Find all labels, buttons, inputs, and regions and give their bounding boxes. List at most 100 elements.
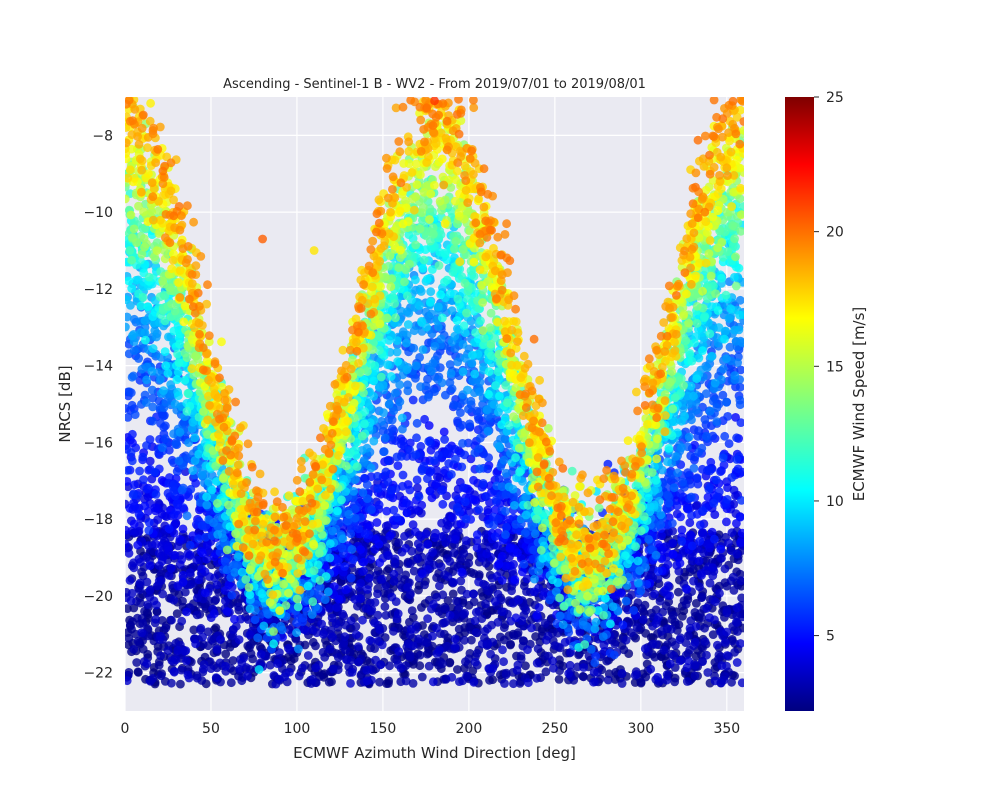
- data-point: [438, 659, 447, 669]
- data-point: [320, 595, 330, 604]
- data-point: [696, 569, 706, 578]
- data-point: [710, 510, 720, 519]
- data-point: [448, 589, 458, 599]
- data-point: [178, 577, 188, 587]
- data-point: [470, 616, 480, 626]
- data-point: [687, 541, 697, 551]
- data-point: [494, 559, 504, 569]
- data-point: [393, 609, 403, 618]
- data-point: [275, 648, 284, 657]
- data-point: [403, 582, 412, 592]
- data-point: [648, 639, 658, 649]
- data-point: [506, 639, 515, 649]
- data-point: [703, 668, 713, 677]
- data-point: [394, 647, 404, 656]
- data-point: [483, 624, 492, 633]
- data-point: [294, 671, 304, 681]
- data-point: [711, 597, 720, 607]
- data-point: [418, 621, 427, 630]
- data-point: [466, 396, 476, 406]
- data-point: [440, 435, 449, 444]
- data-point: [211, 595, 221, 605]
- data-point: [151, 490, 161, 499]
- data-point: [417, 569, 427, 579]
- data-point: [245, 630, 255, 640]
- data-point: [277, 625, 287, 635]
- data-point: [177, 485, 187, 495]
- data-point: [426, 466, 436, 476]
- data-point: [358, 488, 368, 497]
- data-point: [618, 620, 628, 630]
- data-point: [332, 603, 342, 612]
- data-point: [126, 448, 136, 457]
- data-point: [705, 543, 715, 553]
- data-point: [497, 607, 507, 616]
- data-point: [541, 635, 551, 645]
- data-point: [328, 632, 337, 642]
- data-point: [383, 477, 393, 487]
- data-point: [686, 492, 696, 502]
- data-point: [221, 661, 230, 671]
- data-point: [691, 599, 701, 608]
- data-point: [453, 494, 463, 504]
- data-point: [125, 477, 132, 486]
- data-point: [142, 659, 152, 669]
- data-point: [458, 483, 468, 492]
- data-point: [617, 668, 627, 678]
- data-point: [445, 610, 455, 620]
- data-point: [133, 636, 143, 646]
- data-point: [362, 665, 372, 675]
- data-point: [722, 397, 731, 407]
- data-point: [402, 498, 411, 508]
- data-point: [523, 645, 532, 655]
- data-point: [138, 452, 148, 462]
- data-point: [700, 415, 710, 424]
- data-point: [403, 386, 413, 396]
- data-point: [520, 528, 530, 538]
- data-point: [134, 354, 144, 363]
- data-point: [359, 557, 369, 567]
- data-point: [722, 651, 732, 660]
- data-point: [545, 595, 555, 605]
- data-point: [349, 555, 358, 564]
- data-point: [529, 587, 539, 597]
- data-point: [519, 559, 529, 569]
- data-point: [548, 656, 557, 666]
- data-point: [174, 456, 184, 466]
- data-point: [673, 468, 683, 478]
- data-point: [464, 404, 473, 414]
- data-point: [198, 632, 208, 642]
- data-point: [389, 626, 398, 636]
- data-point: [735, 382, 744, 392]
- data-point: [209, 518, 218, 528]
- data-point: [499, 657, 508, 667]
- data-point: [532, 673, 542, 683]
- data-point: [450, 634, 460, 644]
- data-point: [156, 631, 166, 641]
- data-point: [475, 433, 485, 443]
- data-point: [514, 595, 524, 605]
- data-point: [465, 419, 474, 429]
- data-point: [438, 499, 448, 509]
- data-point: [501, 434, 510, 444]
- data-point: [146, 676, 155, 686]
- data-point: [411, 527, 420, 537]
- data-point: [579, 672, 588, 682]
- data-point: [686, 451, 696, 461]
- data-point: [501, 670, 511, 680]
- data-point: [359, 566, 368, 576]
- data-point: [140, 606, 149, 616]
- data-point: [590, 658, 600, 668]
- data-point: [450, 642, 460, 652]
- data-point: [133, 540, 143, 550]
- data-point: [668, 518, 677, 528]
- data-point: [346, 573, 356, 583]
- data-point: [243, 671, 253, 681]
- data-point: [127, 429, 137, 439]
- data-point: [610, 639, 620, 649]
- data-point: [458, 439, 467, 448]
- data-point: [617, 679, 627, 688]
- data-point: [423, 474, 432, 484]
- data-point: [374, 500, 384, 510]
